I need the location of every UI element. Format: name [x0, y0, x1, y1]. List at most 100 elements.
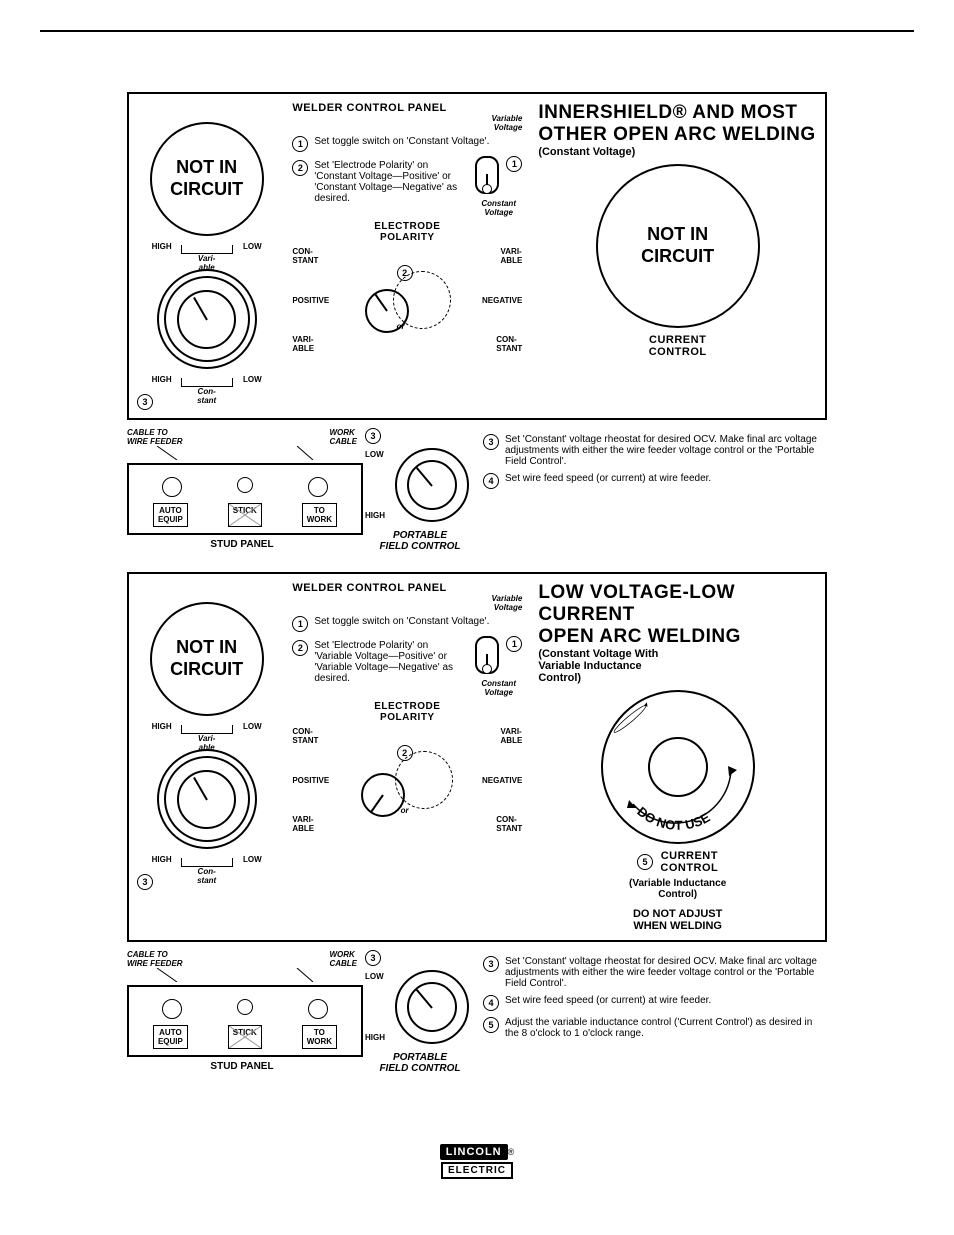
- p2-side-5-num: 5: [483, 1017, 499, 1033]
- panel1-below-row: CABLE TO WIRE FEEDER WORK CABLE AUTO EQU…: [127, 428, 827, 552]
- to-work-box-2: TO WORK: [302, 1025, 337, 1049]
- panel2-subtitle: (Constant Voltage With Variable Inductan…: [538, 648, 817, 684]
- p2-step1-num: 1: [292, 616, 308, 632]
- svg-text:DO NOT USE: DO NOT USE: [634, 804, 713, 833]
- nic-label-2: NOT IN CIRCUIT: [170, 637, 243, 680]
- constant-rheostat-2: [157, 749, 257, 849]
- toggle-1-marker: 1: [506, 156, 522, 172]
- not-in-circuit-label: NOT IN CIRCUIT: [170, 157, 243, 200]
- panel1-mid-col: WELDER CONTROL PANEL Variable Voltage 1 …: [284, 94, 530, 418]
- stick-label-2: STICK: [233, 1028, 257, 1037]
- p1-side-3-num: 3: [483, 434, 499, 450]
- panel2-below-row: CABLE TO WIRE FEEDER WORK CABLE AUTO EQU…: [127, 950, 827, 1074]
- var-left-2: VARI- ABLE: [292, 815, 314, 833]
- stud-panel-label: STUD PANEL: [127, 539, 357, 550]
- terminal-stick-2: [237, 999, 253, 1015]
- variable-voltage-arrow-label: Variable Voltage: [292, 114, 522, 132]
- var-inductance-label: (Variable Inductance Control): [538, 878, 817, 900]
- variable-right-label: VARI- ABLE: [501, 247, 523, 265]
- p1-side-3-text: Set 'Constant' voltage rheostat for desi…: [505, 434, 827, 467]
- variable-left-label: VARI- ABLE: [292, 335, 314, 353]
- panel1-title: INNERSHIELD® AND MOST OTHER OPEN ARC WEL…: [538, 102, 817, 146]
- footer-logo: LINCOLN® ELECTRIC: [127, 1144, 827, 1179]
- auto-equip-box: AUTO EQUIP: [153, 503, 188, 527]
- p1-step-2: 2 Set 'Electrode Polarity' on 'Constant …: [292, 160, 467, 204]
- toggle-switch-1: [475, 156, 499, 194]
- polarity-knob-2: [361, 773, 405, 817]
- toggle-2-marker: 1: [506, 636, 522, 652]
- current-control-dial-2: DO NOT USE: [601, 690, 755, 844]
- panel1-left-col: NOT IN CIRCUIT HIGH LOW Vari- able HIGH …: [129, 94, 284, 418]
- or-label: or: [397, 322, 405, 331]
- p2-side-3-num: 3: [483, 956, 499, 972]
- cv-arrow-2: Constant Voltage: [475, 679, 522, 697]
- panel1-right-col: INNERSHIELD® AND MOST OTHER OPEN ARC WEL…: [530, 94, 825, 418]
- pfc-dial-2: [395, 970, 469, 1044]
- var-right-2: VARI- ABLE: [501, 727, 523, 745]
- p2-step2-num: 2: [292, 640, 308, 656]
- work-cable-label: WORK CABLE: [329, 428, 357, 446]
- step-3-marker-left-2: 3: [137, 874, 153, 890]
- negative-label: NEGATIVE: [482, 296, 522, 305]
- top-rule: [40, 30, 914, 32]
- constant-bracket-label: Con- stant: [152, 387, 262, 405]
- pfc-low: LOW: [365, 450, 385, 459]
- vv-arrow-2: Variable Voltage: [292, 594, 522, 612]
- constant-voltage-arrow-label: Constant Voltage: [475, 199, 522, 217]
- panel1-subtitle: (Constant Voltage): [538, 146, 817, 158]
- pfc-box-1: 3 LOW HIGH PORTABLE FIELD CONTROL: [365, 428, 475, 552]
- polarity-row-bottom: VARI- ABLE CON- STANT: [292, 335, 522, 353]
- page-content: NOT IN CIRCUIT HIGH LOW Vari- able HIGH …: [127, 92, 827, 1179]
- stick-label: STICK: [233, 506, 257, 515]
- pfc-label-2: PORTABLE FIELD CONTROL: [365, 1052, 475, 1074]
- polarity-row-top: CON- STANT VARI- ABLE: [292, 247, 522, 265]
- panel-1: NOT IN CIRCUIT HIGH LOW Vari- able HIGH …: [127, 92, 827, 420]
- ep-title-2: ELECTRODE POLARITY: [292, 701, 522, 723]
- p1-step-1: 1 Set toggle switch on 'Constant Voltage…: [292, 136, 522, 152]
- step-2-num: 2: [292, 160, 308, 176]
- pos-label-2: POSITIVE: [292, 776, 329, 785]
- panel1-side-notes: 3 Set 'Constant' voltage rheostat for des…: [483, 428, 827, 552]
- lead-lines-svg: [127, 446, 357, 460]
- toggle-switch-2: [475, 636, 499, 674]
- step-1-num: 1: [292, 136, 308, 152]
- pfc-low-2: LOW: [365, 972, 385, 981]
- p1-side-4-text: Set wire feed speed (or current) at wire…: [505, 473, 711, 484]
- positive-label: POSITIVE: [292, 296, 329, 305]
- terminal-work: [308, 477, 328, 497]
- or-label-2: or: [401, 806, 409, 815]
- cc-not-in-circuit: NOT IN CIRCUIT: [641, 224, 714, 267]
- p2-side-5-text: Adjust the variable inductance control (…: [505, 1017, 827, 1039]
- terminal-auto: [162, 477, 182, 497]
- panel2-left-col: NOT IN CIRCUIT HIGH LOW Vari- able HIGH …: [129, 574, 284, 940]
- not-in-circuit-dial-2: NOT IN CIRCUIT: [150, 602, 264, 716]
- const-right-2: CON- STANT: [496, 815, 522, 833]
- constant-rheostat-1: [157, 269, 257, 369]
- p2-step1-text: Set toggle switch on 'Constant Voltage'.: [314, 616, 489, 632]
- constant-right-label: CON- STANT: [496, 335, 522, 353]
- constant-left-label: CON- STANT: [292, 247, 318, 265]
- pfc-dial: [395, 448, 469, 522]
- current-control-label-1: CURRENT CONTROL: [538, 334, 817, 358]
- cc-label-2: CURRENT CONTROL: [660, 850, 718, 874]
- p2-side-4-text: Set wire feed speed (or current) at wire…: [505, 995, 711, 1006]
- pfc-label: PORTABLE FIELD CONTROL: [365, 530, 475, 552]
- step-3-marker-left: 3: [137, 394, 153, 410]
- cc-knob-inner: [648, 737, 708, 797]
- pfc-high-2: HIGH: [365, 1033, 385, 1042]
- pfc-high: HIGH: [365, 511, 385, 520]
- p2-side-3-text: Set 'Constant' voltage rheostat for desi…: [505, 956, 827, 989]
- polarity-selector-row: POSITIVE 2 or NEGATIVE: [292, 265, 522, 335]
- panel2-right-col: LOW VOLTAGE-LOW CURRENT OPEN ARC WELDING…: [530, 574, 825, 940]
- cable-wf-2: CABLE TO WIRE FEEDER: [127, 950, 183, 968]
- wcp-title-2: WELDER CONTROL PANEL: [292, 582, 522, 594]
- step-2-text: Set 'Electrode Polarity' on 'Constant Vo…: [314, 160, 467, 204]
- welder-control-panel-title: WELDER CONTROL PANEL: [292, 102, 522, 114]
- terminal-work-2: [308, 999, 328, 1019]
- pfc-3-marker-2: 3: [365, 950, 381, 966]
- electric-logo: ELECTRIC: [441, 1162, 513, 1179]
- lead-lines-svg-2: [127, 968, 357, 982]
- panel-2: NOT IN CIRCUIT HIGH LOW Vari- able HIGH …: [127, 572, 827, 942]
- not-in-circuit-dial-1: NOT IN CIRCUIT: [150, 122, 264, 236]
- p2-side-4-num: 4: [483, 995, 499, 1011]
